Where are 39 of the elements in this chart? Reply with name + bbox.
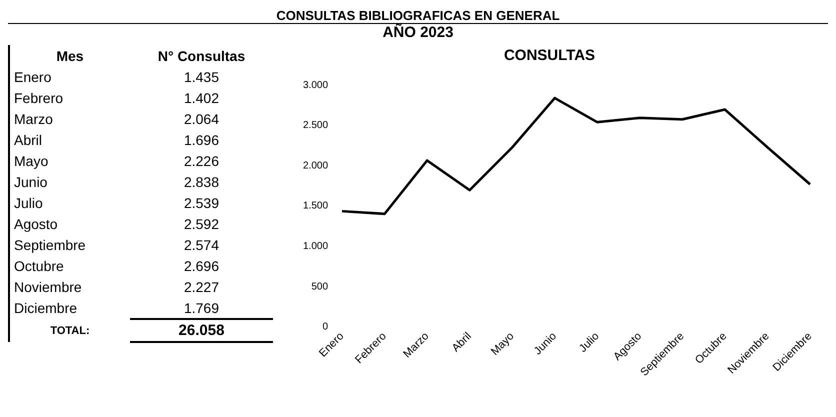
category-label: Junio xyxy=(14,174,48,190)
category-label: Julio xyxy=(14,194,43,210)
text: 2.696 xyxy=(182,256,220,276)
y-tick-label: 2.500 xyxy=(302,120,328,132)
y-tick-label: 1.000 xyxy=(302,241,328,252)
y-tick-label: 3.000 xyxy=(302,80,328,91)
chart-title: CONSULTAS xyxy=(504,47,596,64)
category-label: Noviembre xyxy=(14,278,82,294)
text: 26.058 xyxy=(130,319,273,342)
y-tick-label: 2.000 xyxy=(302,160,328,172)
text: N° Consultas xyxy=(156,46,246,66)
category-label: Agosto xyxy=(14,216,58,232)
text: 1.769 xyxy=(182,298,220,318)
category-label: Mayo xyxy=(14,152,48,168)
category-label: Febrero xyxy=(14,90,64,106)
text: AÑO 2023 xyxy=(8,23,828,41)
category-label: Diciembre xyxy=(14,300,78,316)
text: 1.696 xyxy=(182,130,220,150)
text: 1.435 xyxy=(182,68,220,86)
text: 2.838 xyxy=(182,172,220,192)
y-tick-label: 500 xyxy=(311,281,328,292)
text: 2.227 xyxy=(182,278,220,296)
text: 2.539 xyxy=(182,194,220,212)
category-label: Abril xyxy=(14,132,42,148)
text: CONSULTAS BIBLIOGRAFICAS EN GENERAL xyxy=(275,8,561,23)
text: 2.574 xyxy=(182,236,220,254)
category-label: Marzo xyxy=(14,110,53,126)
category-label: Octubre xyxy=(14,258,64,274)
y-tick-label: 1.500 xyxy=(302,200,328,212)
category-label: Enero xyxy=(14,68,52,84)
x-tick-label: Julio xyxy=(577,330,602,355)
text: 2.064 xyxy=(182,110,220,128)
text: TOTAL: xyxy=(49,324,91,338)
text: 2.592 xyxy=(182,214,220,234)
text: Mes xyxy=(55,46,85,66)
text: 1.402 xyxy=(182,88,220,108)
y-tick-label: 0 xyxy=(322,322,328,333)
text: 2.226 xyxy=(182,152,220,170)
category-label: Septiembre xyxy=(14,236,86,252)
